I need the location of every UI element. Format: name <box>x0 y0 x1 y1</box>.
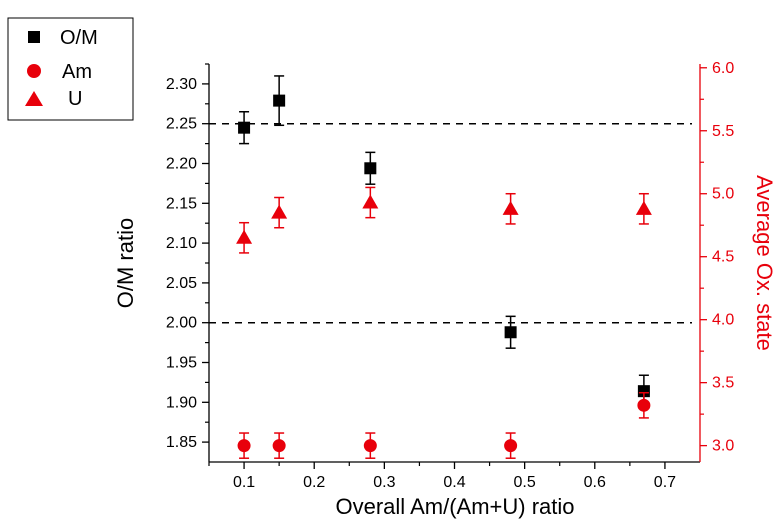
y-axis-right-ticks: 3.0 3.5 4.0 4.5 5.0 5.5 6.0 <box>700 60 734 455</box>
y-right-tick-label: 6.0 <box>712 60 734 77</box>
y-left-tick-label: 1.95 <box>166 355 197 372</box>
data-point-circle <box>272 439 286 453</box>
data-point-triangle <box>362 194 379 209</box>
reference-lines <box>209 122 692 324</box>
legend-label-am: Am <box>62 61 92 83</box>
y-left-tick-label: 1.85 <box>166 434 197 451</box>
y-axis-right-title: Average Ox. state <box>752 175 777 351</box>
x-tick-label: 0.6 <box>584 474 606 491</box>
x-tick-label: 0.2 <box>303 474 325 491</box>
data-point-square <box>637 385 650 398</box>
data-point-square <box>364 162 377 175</box>
y-left-tick-label: 2.10 <box>166 235 197 252</box>
legend-entry-om: O/M <box>28 27 98 49</box>
legend-triangle-marker <box>25 91 43 106</box>
x-tick-label: 0.1 <box>233 474 255 491</box>
legend-label-om: O/M <box>60 27 98 49</box>
y-left-tick-label: 2.30 <box>166 76 197 93</box>
x-tick-label: 0.4 <box>443 474 465 491</box>
y-left-tick-label: 2.25 <box>166 116 197 133</box>
data-point-triangle <box>236 229 253 244</box>
data-point-square <box>504 326 517 339</box>
y-right-tick-label: 4.0 <box>712 312 734 329</box>
data-points <box>236 75 652 459</box>
y-right-tick-label: 5.0 <box>712 186 734 203</box>
y-right-tick-label: 4.5 <box>712 249 734 266</box>
data-point-circle <box>237 439 251 453</box>
legend-square-marker <box>28 31 40 43</box>
legend-circle-marker <box>27 64 41 78</box>
data-point-circle <box>504 439 518 453</box>
y-left-tick-label: 2.00 <box>166 315 197 332</box>
y-left-tick-label: 2.05 <box>166 275 197 292</box>
data-point-square <box>238 121 251 134</box>
legend-entry-u: U <box>25 88 82 110</box>
legend-entry-am: Am <box>27 61 92 83</box>
y-axis-left-title: O/M ratio <box>113 218 138 308</box>
x-axis-ticks: 0.1 0.2 0.3 0.4 0.5 0.6 0.7 <box>208 462 676 491</box>
y-left-tick-label: 1.90 <box>166 394 197 411</box>
y-left-tick-label: 2.15 <box>166 195 197 212</box>
x-tick-label: 0.3 <box>373 474 395 491</box>
y-right-tick-label: 5.5 <box>712 123 734 140</box>
data-point-square <box>273 94 286 107</box>
x-axis-title: Overall Am/(Am+U) ratio <box>336 494 575 519</box>
data-point-triangle <box>271 204 288 219</box>
y-axis-left-ticks: 1.85 1.90 1.95 2.00 2.05 2.10 2.15 2.20 2.25 2.30 <box>166 63 209 451</box>
data-point-triangle <box>502 200 519 215</box>
y-right-tick-label: 3.5 <box>712 375 734 392</box>
data-point-circle <box>637 398 651 412</box>
y-right-tick-label: 3.0 <box>712 438 734 455</box>
data-point-triangle <box>635 200 652 215</box>
x-tick-label: 0.7 <box>654 474 676 491</box>
legend-label-u: U <box>68 88 82 110</box>
legend: O/M Am U <box>7 17 134 121</box>
y-left-tick-label: 2.20 <box>166 156 197 173</box>
data-point-circle <box>363 439 377 453</box>
x-tick-label: 0.5 <box>514 474 536 491</box>
